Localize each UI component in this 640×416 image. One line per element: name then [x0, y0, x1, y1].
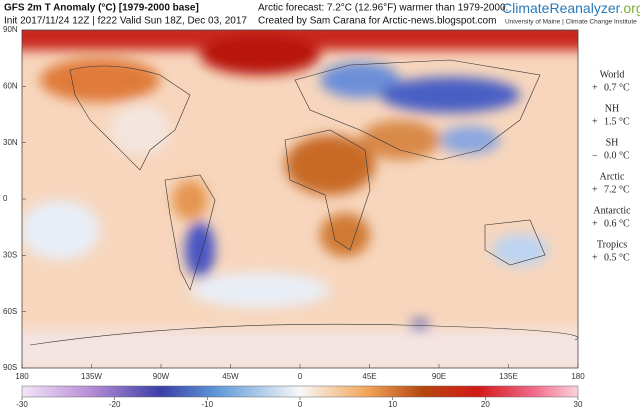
- lon-label: 135E: [499, 372, 518, 381]
- region-sign: +: [592, 116, 598, 127]
- region-value: 0.6 °C: [604, 218, 630, 229]
- region-name: NH: [605, 103, 619, 114]
- colorbar-label: 30: [574, 400, 583, 409]
- region-sign: +: [592, 82, 598, 93]
- region-sign: −: [592, 150, 598, 161]
- lat-label: 30S: [3, 250, 17, 259]
- lat-label: 90S: [3, 363, 17, 372]
- title: GFS 2m T Anomaly (°C) [1979-2000 base]: [4, 3, 199, 14]
- region-name: Arctic: [600, 171, 626, 182]
- region-name: Antarctic: [593, 205, 631, 216]
- brand-name: ClimateReanalyzer: [502, 0, 621, 16]
- colorbar-label: 10: [388, 400, 397, 409]
- regional-anomalies: World+0.7 °CNH+1.5 °CSH−0.0 °CArctic+7.2…: [592, 69, 631, 263]
- colorbar-label: 0: [298, 400, 303, 409]
- lat-label: 60S: [3, 307, 17, 316]
- region-sign: +: [592, 184, 598, 195]
- region-name: World: [600, 69, 625, 80]
- brand-suffix: .org: [620, 0, 640, 16]
- region-sign: +: [592, 252, 598, 263]
- colorbar-label: 20: [481, 400, 490, 409]
- brand: ClimateReanalyzer.org: [502, 0, 640, 16]
- lon-label: 90W: [153, 372, 170, 381]
- lat-label: 90N: [3, 25, 18, 34]
- region-name: Tropics: [597, 239, 627, 250]
- region-value: 0.5 °C: [604, 252, 630, 263]
- lat-label: 30N: [3, 138, 18, 147]
- subtitle: Init 2017/11/24 12Z | f222 Valid Sun 18Z…: [4, 16, 247, 27]
- lon-label: 90E: [432, 372, 446, 381]
- region-name: SH: [606, 137, 619, 148]
- note: Arctic forecast: 7.2°C (12.96°F) warmer …: [258, 3, 508, 14]
- colorbar-label: -30: [16, 400, 28, 409]
- colorbar-label: -20: [109, 400, 121, 409]
- colorbar: [22, 386, 578, 397]
- lon-label: 0: [298, 372, 303, 381]
- colorbar-labels: -30 -20 -10 0 10 20 30: [16, 397, 583, 409]
- colorbar-label: -10: [202, 400, 214, 409]
- lon-label: 45W: [222, 372, 239, 381]
- anomaly-map: [10, 20, 590, 370]
- region-value: 0.7 °C: [604, 82, 630, 93]
- region-value: 1.5 °C: [604, 116, 630, 127]
- lat-label: 60N: [3, 81, 18, 90]
- lon-label: 135W: [81, 372, 102, 381]
- region-sign: +: [592, 218, 598, 229]
- credit: Created by Sam Carana for Arctic-news.bl…: [258, 16, 496, 27]
- lat-label: 0: [3, 194, 8, 203]
- lon-label: 180: [571, 372, 585, 381]
- lon-label: 45E: [362, 372, 376, 381]
- region-value: 7.2 °C: [604, 184, 630, 195]
- region-value: 0.0 °C: [604, 150, 630, 161]
- lon-label: 180: [15, 372, 29, 381]
- tagline: University of Maine | Climate Change Ins…: [505, 19, 637, 26]
